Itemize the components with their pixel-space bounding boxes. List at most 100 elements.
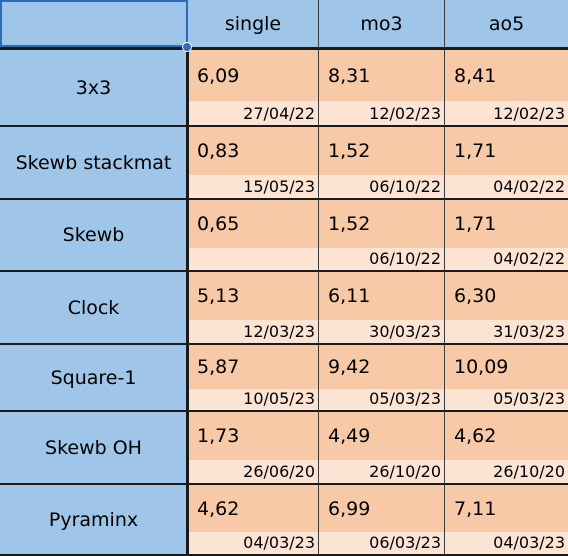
row-label-text: Skewb stackmat: [15, 151, 172, 174]
value-cell[interactable]: 1,73: [188, 412, 319, 460]
value-text: 0,83: [197, 140, 240, 162]
row-label[interactable]: 3x3: [0, 50, 188, 127]
value-cell[interactable]: 8,31: [319, 50, 445, 101]
date-text: 15/05/23: [243, 177, 315, 196]
column-header-label: ao5: [488, 12, 525, 35]
date-text: 31/03/23: [493, 322, 565, 341]
value-text: 6,11: [328, 285, 371, 307]
column-header-ao5[interactable]: ao5: [445, 0, 568, 47]
date-text: 26/10/20: [493, 462, 565, 481]
value-text: 1,71: [454, 213, 497, 235]
value-text: 0,65: [197, 213, 240, 235]
date-cell[interactable]: 04/03/23: [188, 532, 319, 556]
value-cell[interactable]: 6,11: [319, 272, 445, 320]
value-cell[interactable]: 10,09: [445, 345, 568, 389]
value-text: 6,99: [328, 497, 371, 520]
value-cell[interactable]: 6,30: [445, 272, 568, 320]
value-cell[interactable]: 1,71: [445, 200, 568, 248]
date-cell[interactable]: 04/02/22: [445, 248, 568, 272]
date-text: 12/03/23: [243, 322, 315, 341]
date-cell[interactable]: 06/10/22: [319, 248, 445, 272]
date-cell[interactable]: 27/04/22: [188, 101, 319, 127]
date-cell[interactable]: 15/05/23: [188, 175, 319, 200]
row-label[interactable]: Skewb: [0, 200, 188, 272]
date-text: 05/03/23: [493, 389, 565, 408]
selected-cell[interactable]: [0, 0, 188, 47]
value-text: 1,73: [197, 425, 240, 447]
date-cell[interactable]: 31/03/23: [445, 320, 568, 345]
value-text: 1,52: [328, 213, 371, 235]
value-text: 4,49: [328, 425, 371, 447]
row-label-text: Square-1: [50, 366, 137, 389]
date-cell[interactable]: 04/02/22: [445, 175, 568, 200]
date-text: 26/06/20: [243, 462, 315, 481]
date-cell[interactable]: 12/02/23: [445, 101, 568, 127]
value-cell[interactable]: 1,52: [319, 200, 445, 248]
value-text: 6,09: [197, 64, 240, 87]
value-text: 1,52: [328, 140, 371, 162]
value-cell[interactable]: 1,52: [319, 127, 445, 175]
date-cell[interactable]: 04/03/23: [445, 532, 568, 556]
date-text: 04/03/23: [493, 533, 565, 552]
date-text: 06/03/23: [369, 533, 441, 552]
row-label-text: Skewb OH: [45, 436, 142, 459]
date-text: 12/02/23: [493, 104, 565, 123]
date-text: 12/02/23: [369, 104, 441, 123]
value-cell[interactable]: 4,49: [319, 412, 445, 460]
value-cell[interactable]: 5,13: [188, 272, 319, 320]
date-text: 04/02/22: [493, 249, 565, 268]
value-cell[interactable]: 8,41: [445, 50, 568, 101]
date-text: 04/03/23: [243, 533, 315, 552]
date-cell[interactable]: 30/03/23: [319, 320, 445, 345]
date-text: 04/02/22: [493, 177, 565, 196]
row-label-text: Pyraminx: [48, 508, 139, 531]
row-label[interactable]: Skewb OH: [0, 412, 188, 485]
value-cell[interactable]: 6,09: [188, 50, 319, 101]
column-divider: [186, 47, 189, 556]
row-label[interactable]: Pyraminx: [0, 485, 188, 556]
date-cell[interactable]: 06/03/23: [319, 532, 445, 556]
date-cell[interactable]: 10/05/23: [188, 389, 319, 412]
value-text: 4,62: [197, 497, 240, 520]
column-header-mo3[interactable]: mo3: [319, 0, 445, 47]
column-header-label: mo3: [360, 12, 403, 35]
date-text: 27/04/22: [243, 104, 315, 123]
fill-handle[interactable]: [182, 42, 192, 52]
value-cell[interactable]: 4,62: [188, 485, 319, 532]
date-cell[interactable]: 26/06/20: [188, 460, 319, 485]
value-cell[interactable]: 0,83: [188, 127, 319, 175]
date-text: 30/03/23: [369, 322, 441, 341]
column-header-single[interactable]: single: [188, 0, 319, 47]
value-cell[interactable]: 5,87: [188, 345, 319, 389]
row-label-text: Clock: [67, 296, 120, 319]
value-cell[interactable]: 9,42: [319, 345, 445, 389]
value-text: 5,87: [197, 356, 240, 378]
date-text: 05/03/23: [369, 389, 441, 408]
value-text: 10,09: [454, 356, 509, 378]
value-cell[interactable]: 1,71: [445, 127, 568, 175]
value-cell[interactable]: 4,62: [445, 412, 568, 460]
date-text: 26/10/20: [369, 462, 441, 481]
header-divider: [0, 47, 568, 50]
value-cell[interactable]: 0,65: [188, 200, 319, 248]
row-label-text: Skewb: [62, 224, 125, 246]
row-label-text: 3x3: [75, 76, 112, 99]
value-cell[interactable]: 6,99: [319, 485, 445, 532]
date-cell[interactable]: 06/10/22: [319, 175, 445, 200]
date-text: 06/10/22: [369, 249, 441, 268]
row-label[interactable]: Skewb stackmat: [0, 127, 188, 200]
date-cell[interactable]: 05/03/23: [319, 389, 445, 412]
row-label[interactable]: Square-1: [0, 345, 188, 412]
date-cell[interactable]: 26/10/20: [445, 460, 568, 485]
date-cell[interactable]: 26/10/20: [319, 460, 445, 485]
value-text: 9,42: [328, 356, 371, 378]
date-cell[interactable]: 05/03/23: [445, 389, 568, 412]
date-cell[interactable]: 12/03/23: [188, 320, 319, 345]
value-text: 4,62: [454, 425, 497, 447]
date-cell[interactable]: [188, 248, 319, 272]
value-text: 6,30: [454, 285, 497, 307]
row-label[interactable]: Clock: [0, 272, 188, 345]
value-cell[interactable]: 7,11: [445, 485, 568, 532]
date-cell[interactable]: 12/02/23: [319, 101, 445, 127]
